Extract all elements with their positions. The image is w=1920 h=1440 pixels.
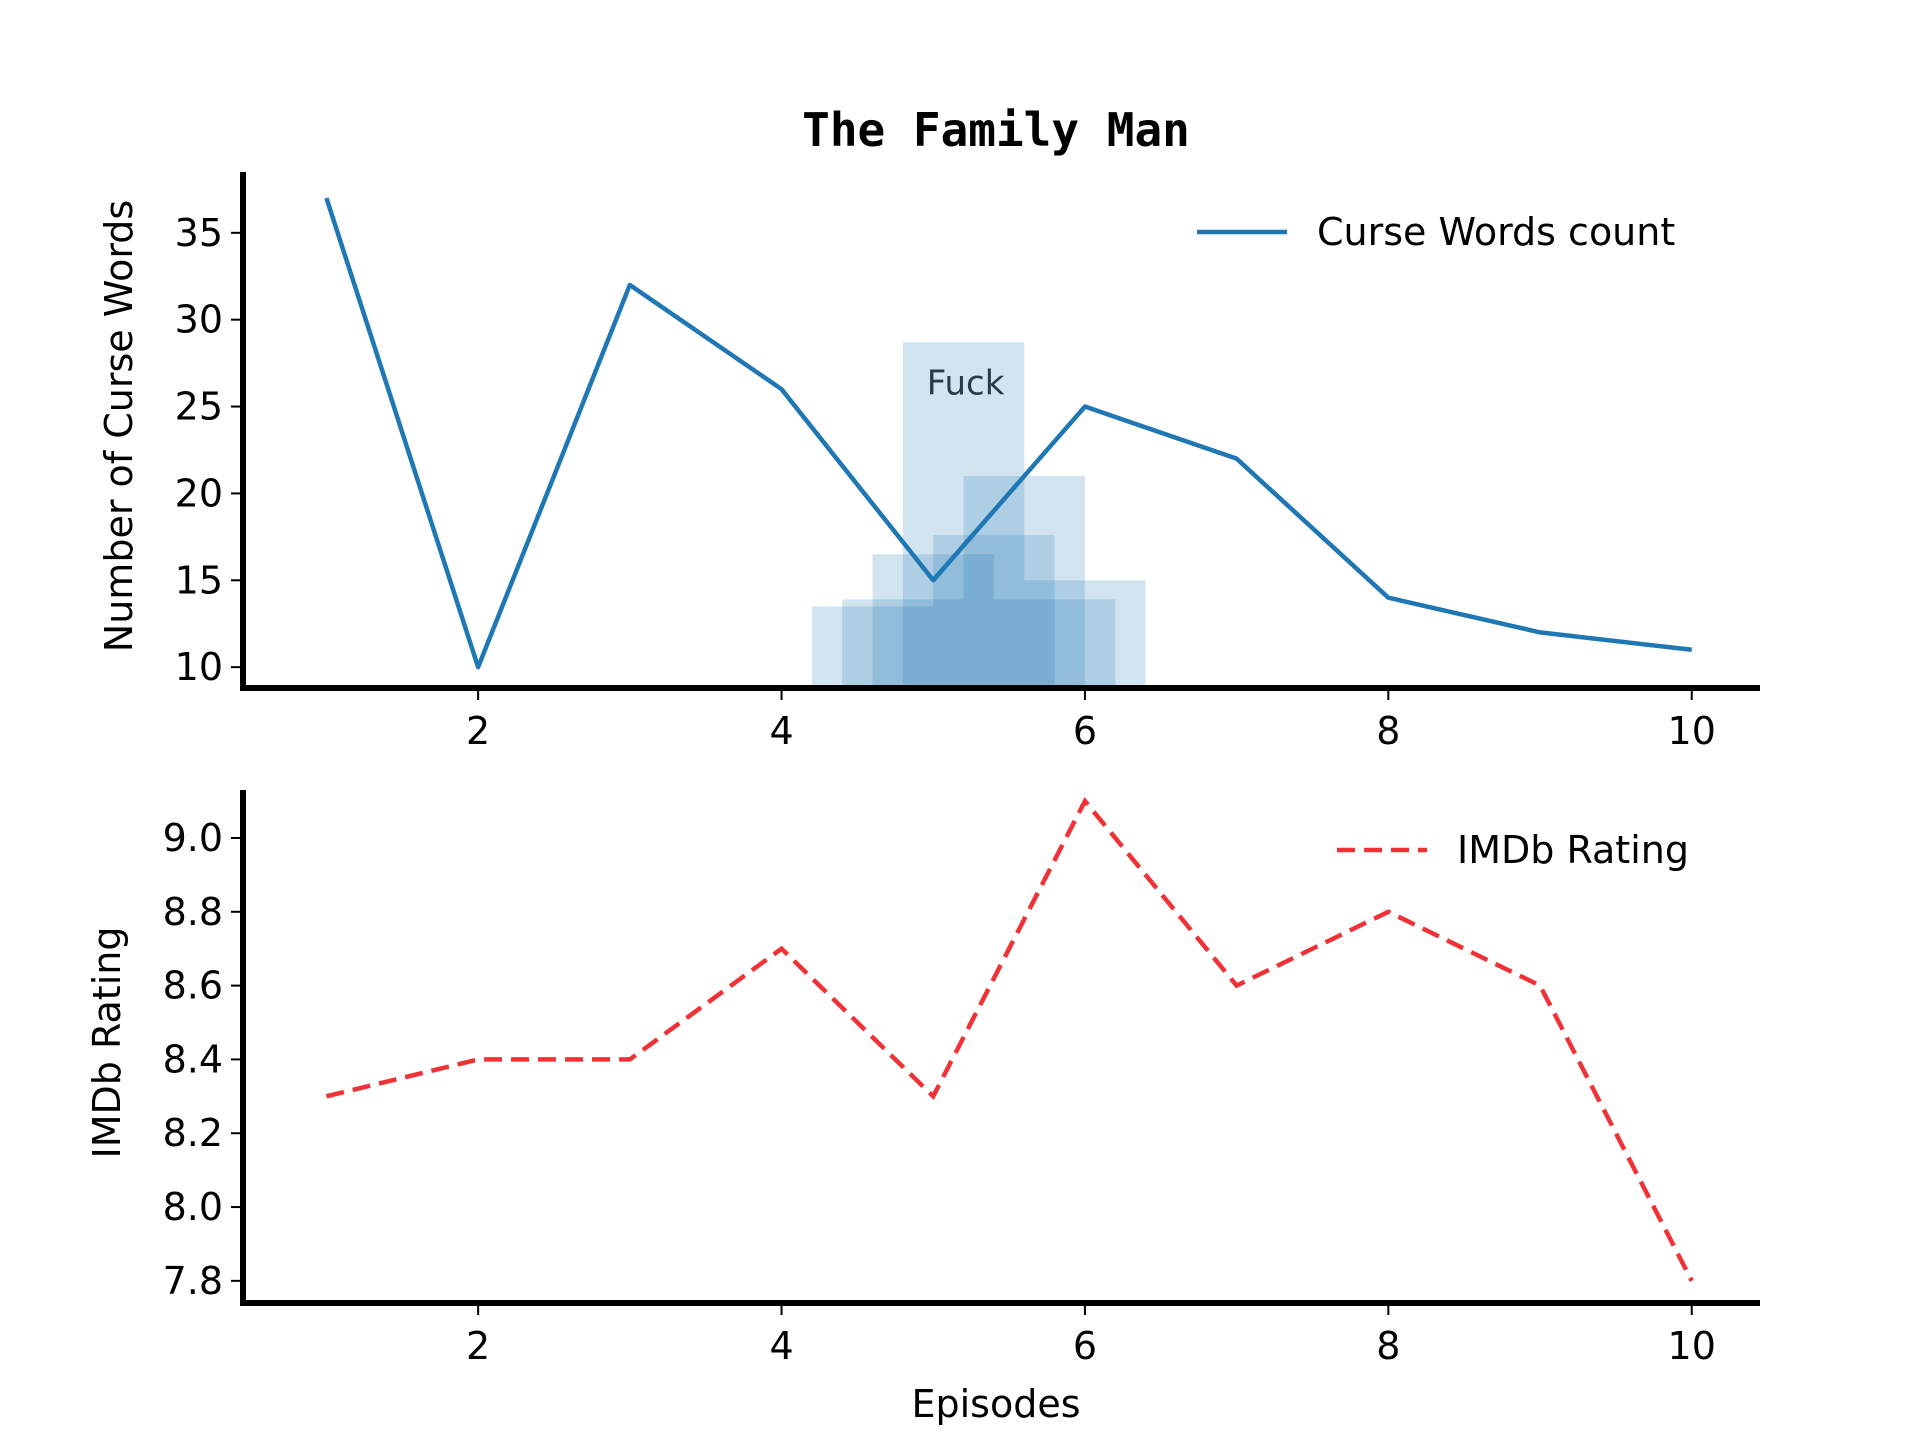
bottom-y-axis-label: IMDb Rating xyxy=(85,927,129,1159)
y-tick-label: 9.0 xyxy=(163,816,223,860)
overlay-rect-7 xyxy=(1024,580,1146,688)
x-tick-label: 2 xyxy=(466,709,490,753)
top-x-ticks: 2 4 6 8 10 xyxy=(466,688,1716,753)
x-tick-label: 8 xyxy=(1376,1324,1400,1368)
overlay-rect-4 xyxy=(933,535,1055,688)
imdb-rating-subplot: 2 4 6 8 10 7.8 8.0 8.2 8.4 8.6 8.8 9.0 IMDb Rating… xyxy=(85,790,1760,1426)
overlay-rect-3 xyxy=(902,342,1025,688)
x-tick-label: 10 xyxy=(1668,1324,1716,1368)
chart-title: The Family Man xyxy=(802,103,1190,157)
top-legend: Curse Words count xyxy=(1197,210,1675,254)
overlay-rect-1 xyxy=(842,599,964,688)
y-tick-label: 25 xyxy=(175,385,223,429)
curse-words-subplot: Fuck 2 4 6 8 10 10 15 20 25 30 35 Number of Curse… xyxy=(97,172,1760,753)
y-tick-label: 8.6 xyxy=(163,964,223,1008)
y-tick-label: 15 xyxy=(175,558,223,602)
y-tick-label: 8.8 xyxy=(163,890,223,934)
y-tick-label: 35 xyxy=(175,211,223,255)
imdb-rating-line xyxy=(325,796,1694,1282)
legend-label-curse-words: Curse Words count xyxy=(1317,210,1675,254)
y-tick-label: 8.4 xyxy=(163,1037,223,1081)
overlay-rect-5 xyxy=(963,476,1085,688)
overlay-annotation-label: Fuck xyxy=(927,363,1005,403)
overlay-rect-0 xyxy=(811,606,934,688)
bottom-legend: IMDb Rating xyxy=(1337,828,1689,872)
curse-overlay-rects xyxy=(811,342,1146,688)
x-axis-label: Episodes xyxy=(911,1382,1080,1426)
overlay-rect-2 xyxy=(872,554,994,688)
x-tick-label: 6 xyxy=(1073,709,1097,753)
x-tick-label: 4 xyxy=(769,709,793,753)
y-tick-label: 10 xyxy=(175,645,223,689)
x-tick-label: 2 xyxy=(466,1324,490,1368)
top-y-axis-label: Number of Curse Words xyxy=(97,200,141,652)
top-y-ticks: 10 15 20 25 30 35 xyxy=(175,211,243,689)
x-tick-label: 10 xyxy=(1668,709,1716,753)
overlay-rect-6 xyxy=(993,599,1116,688)
x-tick-label: 6 xyxy=(1073,1324,1097,1368)
y-tick-label: 8.2 xyxy=(163,1111,223,1155)
curse-words-line xyxy=(324,197,1692,670)
x-tick-label: 8 xyxy=(1376,709,1400,753)
bottom-y-ticks: 7.8 8.0 8.2 8.4 8.6 8.8 9.0 xyxy=(163,816,243,1303)
legend-label-imdb-rating: IMDb Rating xyxy=(1457,828,1689,872)
y-tick-label: 7.8 xyxy=(163,1259,223,1303)
bottom-x-ticks: 2 4 6 8 10 xyxy=(466,1303,1716,1368)
y-tick-label: 20 xyxy=(175,471,223,515)
x-tick-label: 4 xyxy=(769,1324,793,1368)
y-tick-label: 30 xyxy=(175,298,223,342)
y-tick-label: 8.0 xyxy=(163,1185,223,1229)
